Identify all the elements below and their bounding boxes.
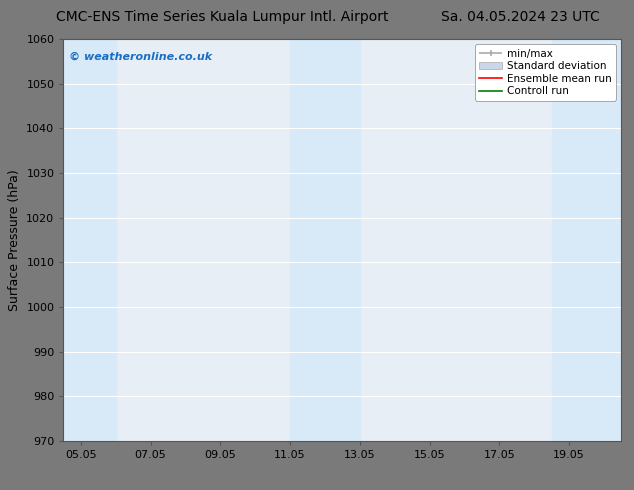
- Y-axis label: Surface Pressure (hPa): Surface Pressure (hPa): [8, 169, 21, 311]
- Text: © weatheronline.co.uk: © weatheronline.co.uk: [69, 51, 212, 61]
- Bar: [290, 39, 359, 441]
- Text: CMC-ENS Time Series Kuala Lumpur Intl. Airport: CMC-ENS Time Series Kuala Lumpur Intl. A…: [56, 10, 388, 24]
- Bar: [63, 39, 115, 441]
- Bar: [552, 39, 621, 441]
- Text: Sa. 04.05.2024 23 UTC: Sa. 04.05.2024 23 UTC: [441, 10, 599, 24]
- Legend: min/max, Standard deviation, Ensemble mean run, Controll run: min/max, Standard deviation, Ensemble me…: [475, 45, 616, 100]
